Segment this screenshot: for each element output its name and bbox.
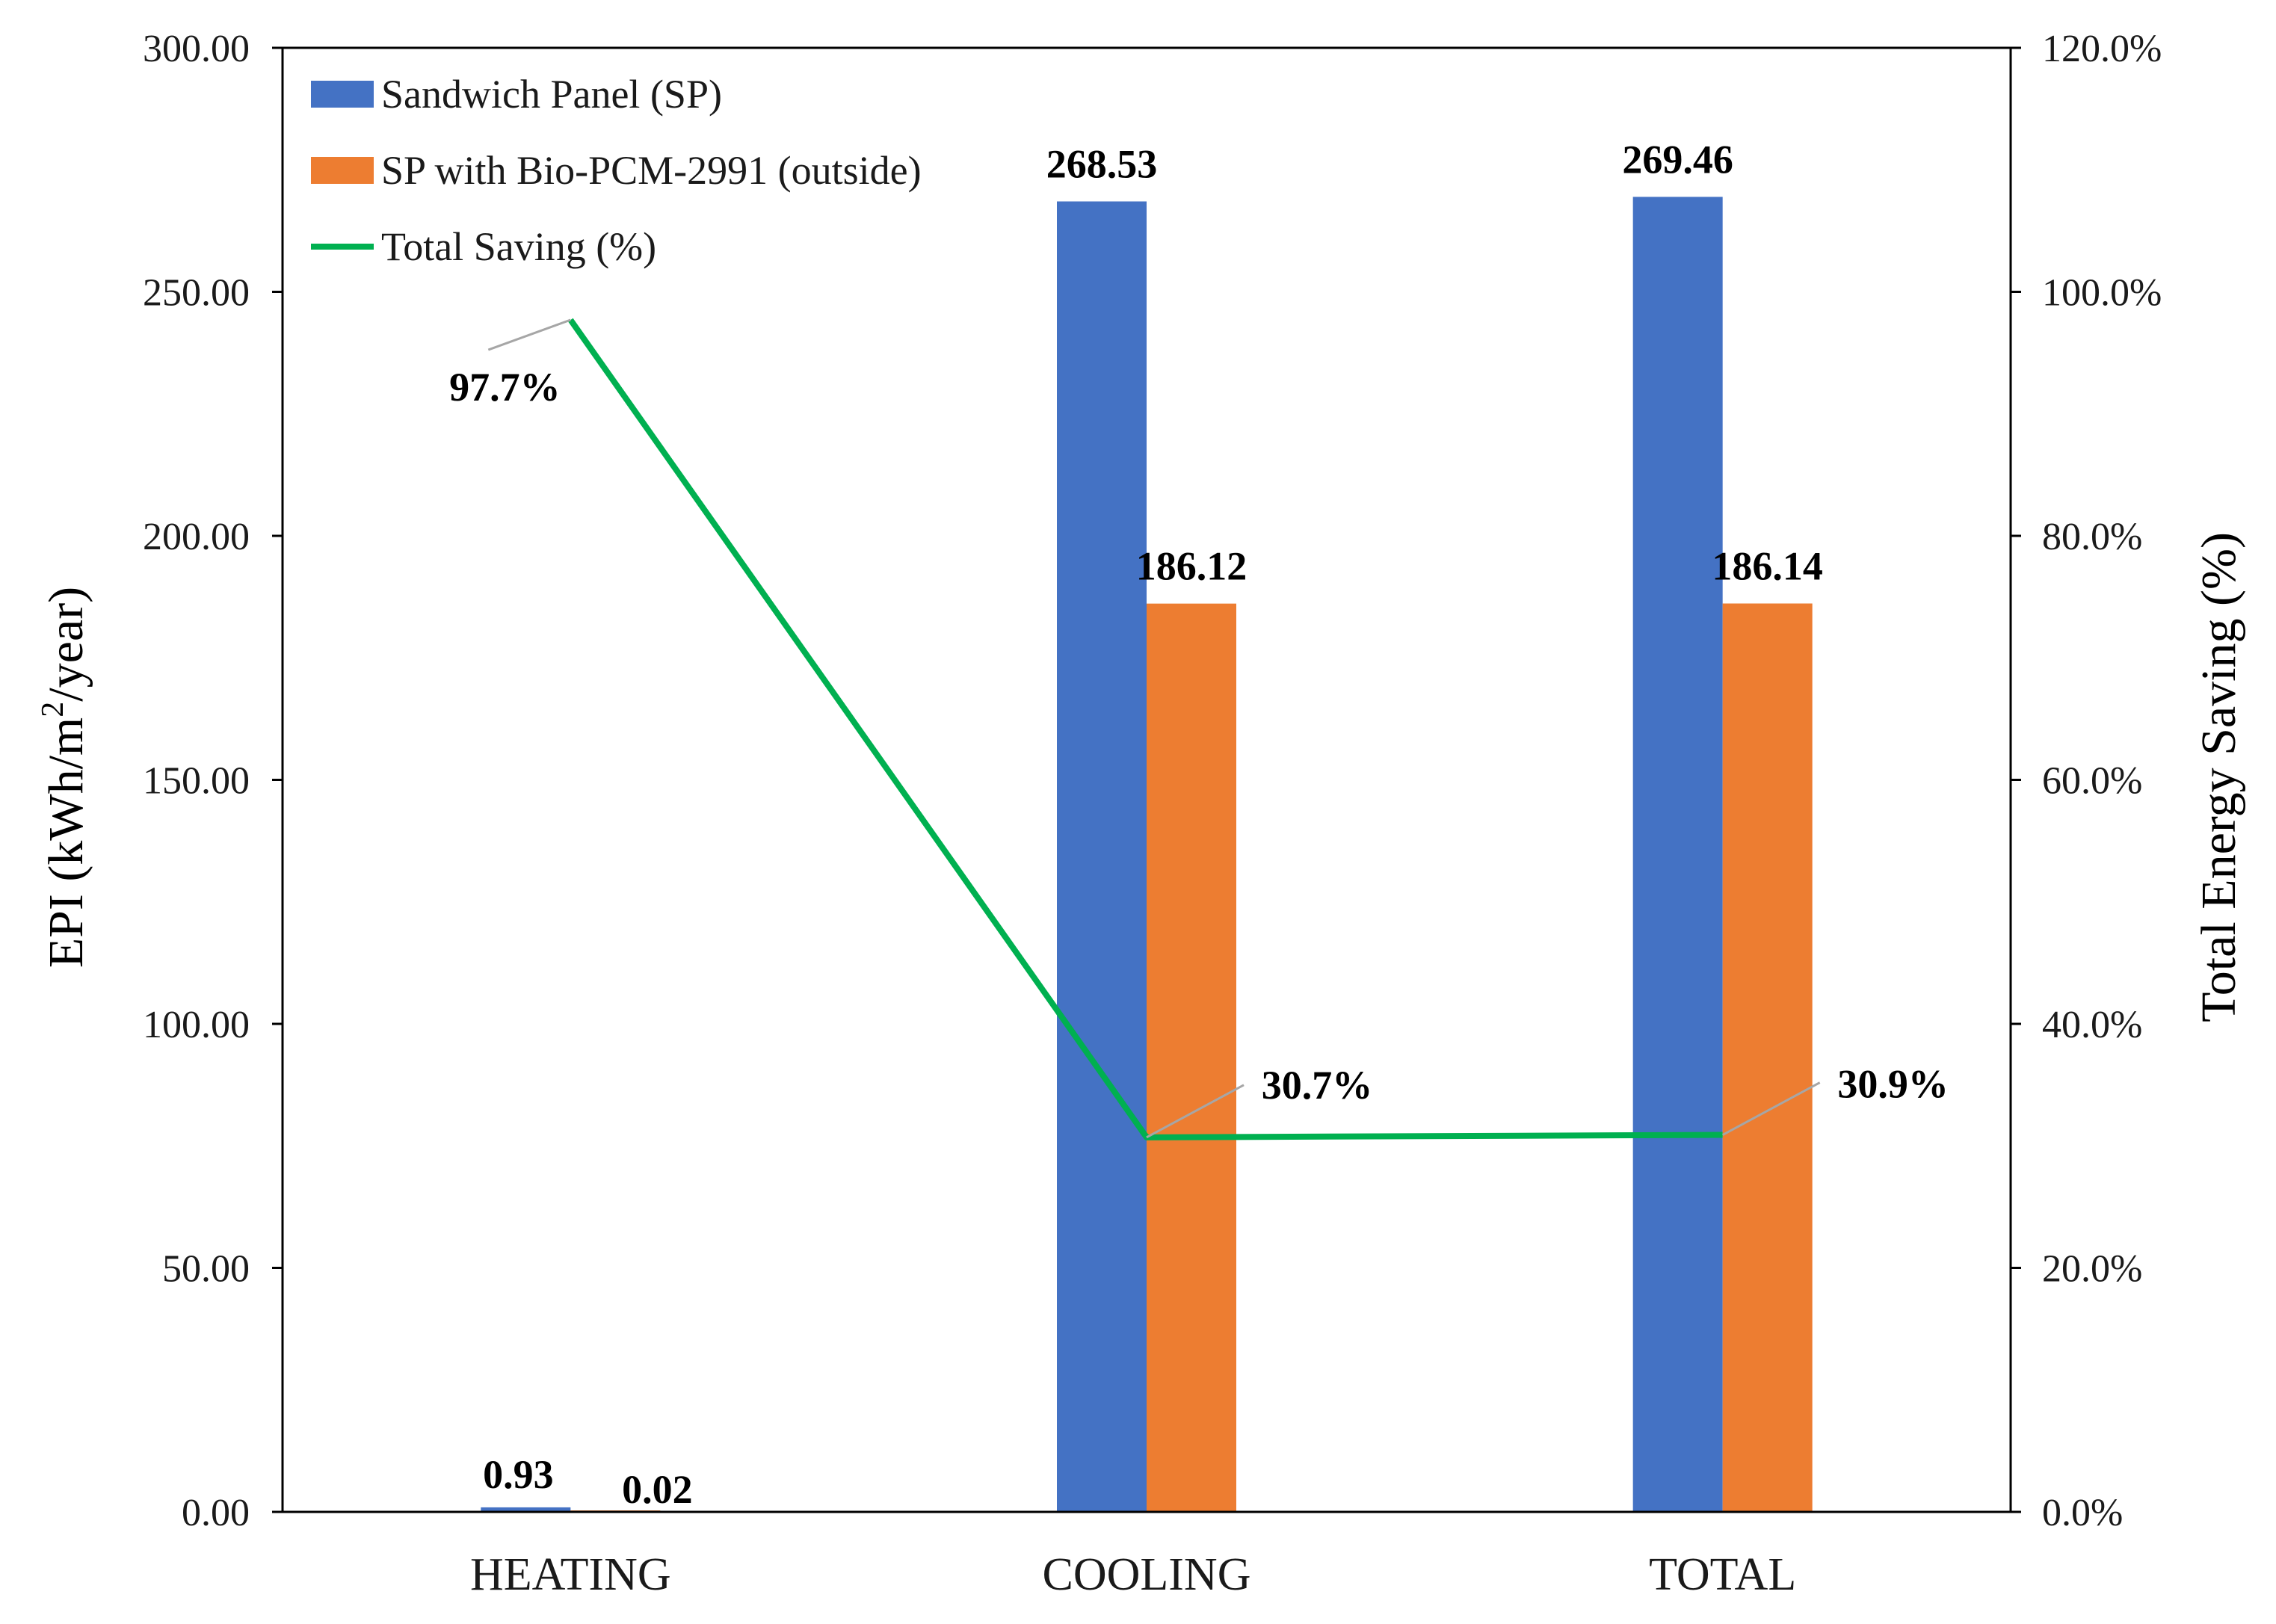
y-axis-title-superscript: 2 xyxy=(36,702,70,717)
bar-value-label: 186.14 xyxy=(1712,544,1823,589)
x-category-label: COOLING xyxy=(1043,1549,1251,1600)
saving-leader-line xyxy=(487,318,571,351)
y-tick-label: 150.00 xyxy=(143,760,250,803)
bar-pcm xyxy=(1147,603,1236,1512)
y-axis-title: EPI (kWh/m2/year) xyxy=(36,587,93,968)
y2-tick-label: 120.0% xyxy=(2042,28,2162,70)
bar-value-label: 186.12 xyxy=(1136,544,1248,589)
x-category-label: HEATING xyxy=(470,1549,671,1600)
saving-value-label: 30.9% xyxy=(1837,1062,1949,1107)
y2-axis-title: Total Energy Saving (%) xyxy=(2192,532,2246,1022)
bar-sp xyxy=(1632,197,1723,1512)
legend-swatch xyxy=(311,81,374,108)
legend-label: Total Saving (%) xyxy=(381,224,656,269)
saving-leader-line xyxy=(1721,1081,1821,1136)
saving-value-label: 30.7% xyxy=(1262,1063,1373,1108)
y-tick-label: 300.00 xyxy=(143,28,250,70)
bar-sp xyxy=(481,1507,571,1512)
legend-swatch xyxy=(311,157,374,184)
y-tick-label: 100.00 xyxy=(143,1004,250,1046)
y2-tick-label: 100.0% xyxy=(2042,272,2162,315)
bar-sp xyxy=(1057,201,1147,1512)
y2-tick-label: 0.0% xyxy=(2042,1492,2123,1534)
y-tick-label: 250.00 xyxy=(143,272,250,315)
bar-pcm xyxy=(1722,603,1813,1512)
y2-tick-label: 40.0% xyxy=(2042,1004,2142,1046)
bar-value-label: 0.93 xyxy=(483,1452,554,1497)
y-tick-label: 200.00 xyxy=(143,516,250,558)
y2-tick-label: 20.0% xyxy=(2042,1248,2142,1291)
y-tick-label: 0.00 xyxy=(182,1492,250,1534)
legend-label: SP with Bio-PCM-2991 (outside) xyxy=(381,148,922,193)
y-axis-title-part: EPI (kWh/m xyxy=(39,717,93,968)
bar-value-label: 268.53 xyxy=(1046,141,1158,186)
saving-value-label: 97.7% xyxy=(449,365,561,410)
y-tick-label: 50.00 xyxy=(162,1248,250,1291)
y-axis-title-part: /year) xyxy=(39,587,93,702)
y2-tick-label: 60.0% xyxy=(2042,760,2142,803)
bar-value-label: 0.02 xyxy=(622,1467,693,1512)
x-category-label: TOTAL xyxy=(1649,1549,1796,1600)
saving-leader-line xyxy=(1146,1084,1245,1139)
legend-label: Sandwich Panel (SP) xyxy=(381,72,722,117)
bar-value-label: 269.46 xyxy=(1622,137,1733,182)
y2-tick-label: 80.0% xyxy=(2042,516,2142,558)
